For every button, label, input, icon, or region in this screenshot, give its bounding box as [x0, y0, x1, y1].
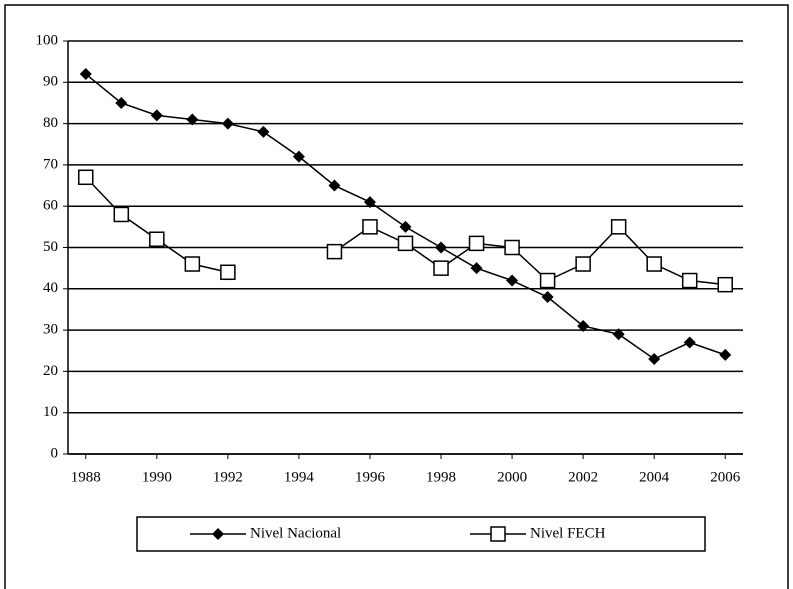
marker [257, 125, 270, 138]
x-tick-label: 1992 [213, 469, 243, 485]
x-tick-label: 1996 [355, 469, 386, 485]
y-tick-label: 90 [43, 74, 58, 90]
marker [79, 68, 92, 81]
marker [328, 179, 341, 192]
y-tick-label: 70 [43, 156, 58, 172]
y-tick-label: 10 [43, 404, 58, 420]
marker [504, 239, 520, 256]
marker [541, 291, 554, 304]
x-tick-label: 1990 [142, 469, 172, 485]
legend-marker [212, 528, 224, 540]
legend-label: Nivel FECH [530, 525, 606, 541]
y-tick-label: 100 [36, 32, 59, 48]
marker [184, 256, 201, 272]
marker [717, 276, 733, 293]
series-line [85, 176, 229, 274]
marker [363, 196, 376, 209]
marker [399, 220, 412, 233]
marker [397, 235, 414, 252]
y-tick-label: 20 [43, 363, 58, 379]
marker [612, 328, 625, 341]
marker [149, 231, 165, 247]
marker [115, 96, 128, 109]
marker [292, 150, 305, 163]
marker [326, 243, 343, 260]
marker [433, 260, 449, 276]
marker [610, 219, 627, 235]
y-tick-label: 50 [43, 239, 58, 255]
marker [221, 117, 234, 130]
x-tick-label: 1998 [426, 469, 456, 485]
y-tick-label: 60 [43, 198, 58, 214]
series-line [85, 73, 726, 360]
marker [113, 206, 130, 223]
y-tick-label: 80 [43, 115, 58, 131]
x-tick-label: 2002 [568, 469, 598, 485]
x-tick-label: 1988 [71, 469, 101, 485]
marker [468, 235, 485, 252]
marker [681, 272, 698, 289]
marker [539, 272, 556, 289]
marker [719, 348, 732, 361]
marker [683, 336, 696, 349]
marker [78, 169, 94, 186]
marker [648, 353, 661, 366]
series-line [334, 225, 726, 286]
marker [577, 319, 590, 332]
marker [186, 113, 199, 126]
x-tick-label: 2004 [639, 469, 670, 485]
x-tick-label: 2006 [710, 469, 741, 485]
marker [362, 219, 378, 235]
marker [646, 256, 662, 272]
y-tick-label: 30 [43, 322, 58, 338]
y-tick-label: 0 [51, 445, 59, 461]
marker [506, 274, 519, 287]
marker [435, 241, 448, 254]
frame [4, 4, 789, 589]
y-tick-label: 40 [43, 280, 58, 296]
marker [220, 264, 236, 281]
marker [575, 256, 591, 272]
marker [150, 109, 163, 122]
x-tick-label: 1994 [284, 469, 315, 485]
legend-label: Nivel Nacional [250, 525, 341, 541]
legend-marker [490, 526, 506, 542]
marker [470, 262, 483, 275]
x-tick-label: 2000 [497, 469, 527, 485]
